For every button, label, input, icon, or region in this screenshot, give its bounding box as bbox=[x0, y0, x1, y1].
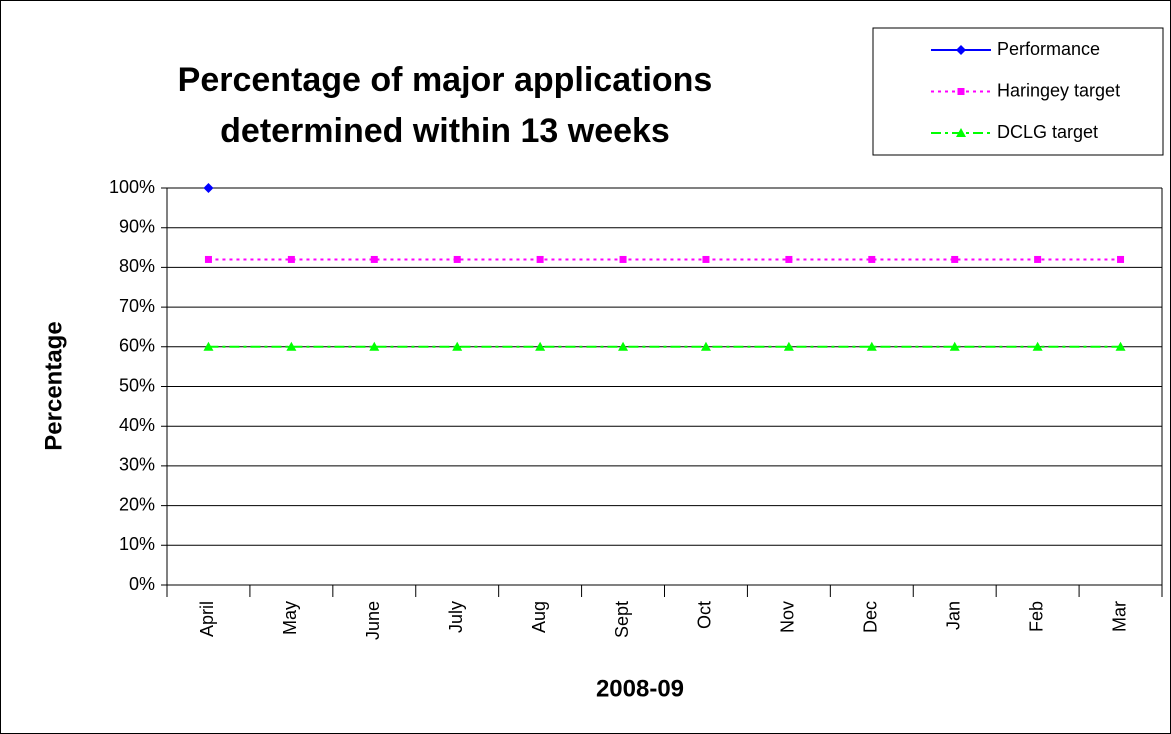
marker bbox=[369, 341, 380, 351]
legend-label: DCLG target bbox=[997, 122, 1098, 142]
x-tick-label: Nov bbox=[778, 601, 798, 633]
marker bbox=[702, 255, 710, 263]
marker bbox=[1032, 341, 1043, 351]
x-tick-label: Oct bbox=[695, 601, 715, 629]
marker bbox=[956, 128, 966, 137]
marker bbox=[951, 255, 959, 263]
marker bbox=[203, 183, 214, 193]
x-tick-label: July bbox=[446, 601, 466, 633]
y-axis-title: Percentage bbox=[40, 321, 67, 450]
chart-title: Percentage of major applications bbox=[178, 61, 713, 99]
x-tick-label: Aug bbox=[529, 601, 549, 633]
marker bbox=[203, 341, 214, 351]
marker bbox=[536, 255, 544, 263]
marker bbox=[785, 255, 793, 263]
x-tick-label: Jan bbox=[943, 601, 963, 630]
marker bbox=[618, 341, 629, 351]
marker bbox=[783, 341, 794, 351]
y-tick-label: 60% bbox=[119, 336, 155, 356]
marker bbox=[453, 255, 461, 263]
marker bbox=[287, 255, 295, 263]
marker bbox=[286, 341, 297, 351]
y-tick-label: 30% bbox=[119, 455, 155, 475]
marker bbox=[868, 255, 876, 263]
marker bbox=[370, 255, 378, 263]
y-tick-label: 50% bbox=[119, 375, 155, 395]
x-axis-title: 2008-09 bbox=[596, 675, 684, 702]
marker bbox=[956, 45, 966, 55]
y-tick-label: 80% bbox=[119, 256, 155, 276]
y-tick-label: 100% bbox=[109, 177, 155, 197]
marker bbox=[866, 341, 877, 351]
y-tick-label: 10% bbox=[119, 534, 155, 554]
marker bbox=[452, 341, 463, 351]
marker bbox=[204, 255, 212, 263]
y-tick-label: 90% bbox=[119, 216, 155, 236]
marker bbox=[1117, 255, 1125, 263]
marker bbox=[619, 255, 627, 263]
legend-box bbox=[872, 27, 1164, 156]
x-tick-label: April bbox=[197, 601, 217, 637]
y-tick-label: 40% bbox=[119, 415, 155, 435]
marker bbox=[1115, 341, 1126, 351]
y-tick-label: 70% bbox=[119, 296, 155, 316]
legend-label: Performance bbox=[997, 39, 1100, 59]
x-tick-label: May bbox=[280, 601, 300, 635]
marker bbox=[957, 88, 965, 95]
chart-title: determined within 13 weeks bbox=[220, 112, 670, 150]
x-tick-label: Mar bbox=[1109, 601, 1129, 632]
marker bbox=[535, 341, 546, 351]
x-tick-label: June bbox=[363, 601, 383, 640]
x-tick-label: Sept bbox=[612, 601, 632, 638]
marker bbox=[700, 341, 711, 351]
marker bbox=[949, 341, 960, 351]
y-tick-label: 20% bbox=[119, 494, 155, 514]
y-tick-label: 0% bbox=[129, 574, 155, 594]
x-tick-label: Feb bbox=[1026, 601, 1046, 632]
legend-label: Haringey target bbox=[997, 80, 1120, 100]
marker bbox=[1034, 255, 1042, 263]
x-tick-label: Dec bbox=[861, 601, 881, 633]
